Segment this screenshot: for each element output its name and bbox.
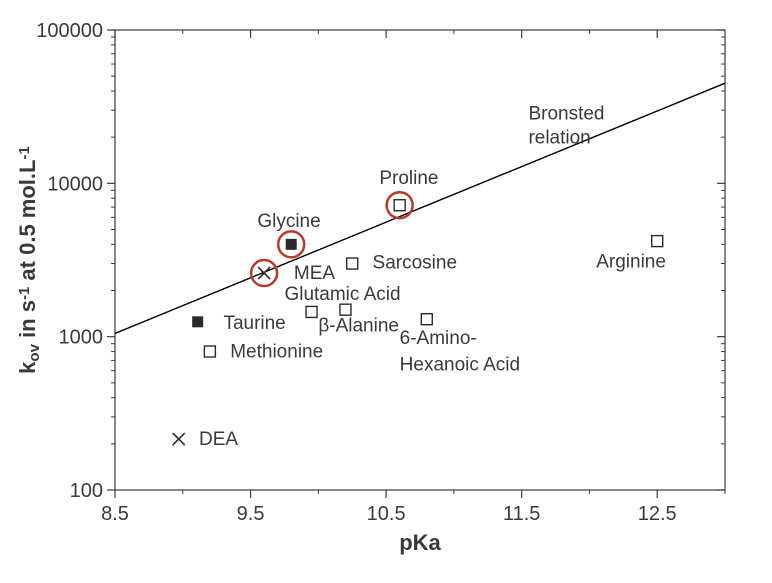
x-tick-label: 11.5 [503,503,540,525]
point-label: MEA [294,263,336,284]
x-tick-label: 9.5 [237,503,265,525]
y-tick-label: 100 [70,480,103,502]
bronsted-label: Bronsted [528,104,604,125]
scatter-chart: 8.5 9.5 10.5 11.5 12.5 100 1000 10000 100000 pKa k… [0,0,772,583]
x-axis-label: pKa [399,530,441,555]
point-6-Amino-Hexanoic: 6-Amino- Hexanoic Acid [400,314,520,376]
point-label: DEA [199,429,238,450]
point-label: Arginine [596,251,666,272]
point-label: Glutamic Acid [284,284,400,305]
point-label: Hexanoic Acid [400,354,520,375]
point-Proline: Proline [379,168,438,218]
y-axis-label: kov in s-1 at 0.5 mol.L-1 [15,146,43,374]
point-label: Taurine [223,313,285,334]
point-Sarcosine: Sarcosine [347,252,457,273]
point-label: 6-Amino- [400,328,477,349]
point-label: Methionine [230,342,323,363]
y-tick-label: 100000 [36,20,103,42]
point-label: Proline [379,168,438,189]
point-b-Alanine: β-Alanine [318,304,399,336]
x-tick-label: 12.5 [638,503,677,525]
bronsted-label: relation [528,128,590,149]
chart-svg: 8.5 9.5 10.5 11.5 12.5 100 1000 10000 100000 pKa k… [0,0,772,583]
point-label: β-Alanine [318,316,399,337]
point-DEA: DEA [173,429,239,450]
point-MEA: MEA [251,260,335,286]
point-Glycine: Glycine [257,211,320,258]
x-tick-label: 8.5 [101,503,129,525]
point-label: Sarcosine [373,252,458,273]
y-tick-label: 1000 [59,327,104,349]
x-tick-label: 10.5 [367,503,406,525]
point-Arginine: Arginine [596,236,666,273]
point-Methionine: Methionine [204,342,323,363]
point-label: Glycine [257,211,320,232]
point-Taurine: Taurine [192,313,286,334]
y-tick-label: 10000 [47,173,103,195]
